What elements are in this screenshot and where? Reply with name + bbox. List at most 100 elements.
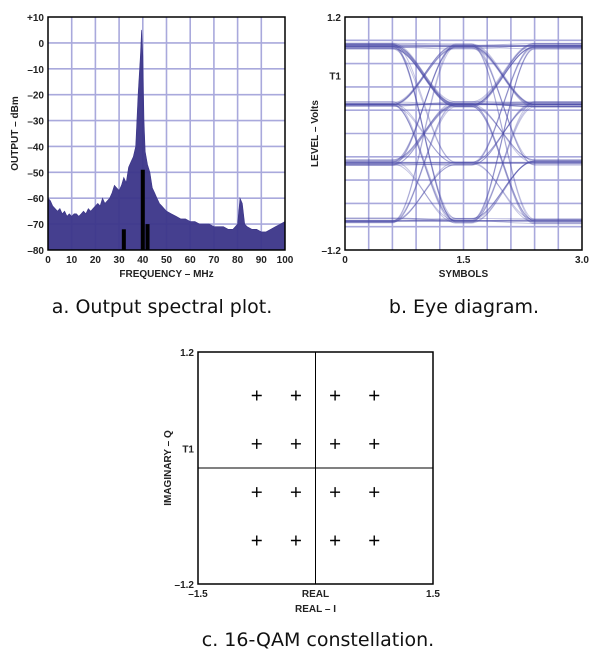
eye-trace bbox=[345, 46, 582, 223]
spectral-x-tick-label: 80 bbox=[232, 255, 244, 266]
spectral-x-tick-label: 30 bbox=[114, 255, 126, 266]
eye-trace bbox=[345, 162, 582, 166]
spectral-x-tick-label: 50 bbox=[161, 255, 173, 266]
constellation-point bbox=[330, 535, 341, 546]
eye-trace bbox=[345, 45, 582, 220]
eye-trace bbox=[345, 101, 582, 166]
eye-traces bbox=[345, 42, 582, 225]
constellation-point bbox=[290, 438, 301, 449]
spectrum-area bbox=[47, 29, 286, 251]
spectral-y-tick-label: –40 bbox=[27, 142, 44, 153]
spectral-y-axis-label: OUTPUT – dBm bbox=[10, 96, 21, 171]
spectral-y-tick-label: –60 bbox=[27, 194, 44, 205]
eye-trace bbox=[345, 48, 582, 221]
spur-bar bbox=[121, 229, 126, 250]
spectral-ticks: 0 10 20 30 40 50 60 70 80 90 100 +10 0 –10 –20 –30 –40 –5… bbox=[27, 13, 294, 266]
eye-y-tick-label: 1.2 bbox=[327, 13, 341, 24]
spectral-x-tick-label: 10 bbox=[66, 255, 78, 266]
spectral-y-tick-label: –10 bbox=[27, 65, 44, 76]
eye-trace bbox=[345, 44, 582, 223]
eye-trace bbox=[345, 45, 582, 161]
constellation-point bbox=[290, 535, 301, 546]
spectral-y-tick-label: –20 bbox=[27, 91, 44, 102]
eye-trace bbox=[345, 104, 582, 222]
eye-ticks: 0 1.5 3.0 1.2 T1 –1.2 bbox=[322, 13, 590, 266]
eye-x-tick-label: 0 bbox=[342, 255, 348, 266]
eye-trace bbox=[345, 102, 582, 220]
constellation-x-tick-label: REAL bbox=[302, 589, 329, 600]
constellation-point bbox=[369, 535, 380, 546]
eye-trace bbox=[345, 101, 582, 107]
eye-trace bbox=[345, 46, 582, 107]
eye-trace bbox=[345, 42, 582, 166]
constellation-point bbox=[330, 438, 341, 449]
eye-trace bbox=[345, 44, 582, 223]
eye-trace bbox=[345, 48, 582, 224]
spectral-plot-frame bbox=[47, 16, 286, 251]
constellation-y-axis-label: IMAGINARY – Q bbox=[163, 430, 174, 506]
eye-grid bbox=[345, 17, 582, 250]
eye-trace bbox=[345, 44, 582, 161]
eye-x-tick-label: 3.0 bbox=[575, 255, 589, 266]
constellation-point bbox=[290, 390, 301, 401]
spectral-x-tick-label: 20 bbox=[90, 255, 102, 266]
constellation-y-tick-label: 1.2 bbox=[180, 348, 194, 359]
eye-diagram-frame bbox=[344, 16, 583, 251]
spectral-x-tick-label: 0 bbox=[45, 255, 51, 266]
eye-trace bbox=[345, 103, 582, 224]
constellation-ticks: –1.5 REAL 1.5 1.2 T1 –1.2 bbox=[175, 348, 441, 600]
spectral-plot: 0 10 20 30 40 50 60 70 80 90 100 +10 0 –10 –20 –30 –40 –5… bbox=[10, 13, 294, 280]
constellation-point bbox=[369, 487, 380, 498]
eye-trace bbox=[345, 46, 582, 163]
spectral-x-axis-label: FREQUENCY – MHz bbox=[119, 269, 213, 280]
eye-trace bbox=[345, 102, 582, 221]
eye-trace bbox=[345, 101, 582, 222]
caption-spectral-plot: a. Output spectral plot. bbox=[52, 296, 273, 318]
spectral-x-tick-label: 60 bbox=[185, 255, 197, 266]
eye-trace bbox=[345, 47, 582, 106]
spectral-y-tick-label: 0 bbox=[38, 39, 44, 50]
eye-y-tick-label: T1 bbox=[329, 71, 341, 82]
eye-x-axis-label: SYMBOLS bbox=[439, 269, 489, 280]
constellation-point bbox=[369, 390, 380, 401]
eye-y-tick-label: –1.2 bbox=[322, 246, 342, 257]
constellation-point bbox=[290, 487, 301, 498]
eye-trace bbox=[345, 106, 582, 222]
eye-trace bbox=[345, 44, 582, 103]
spectral-x-tick-label: 100 bbox=[277, 255, 294, 266]
constellation-point bbox=[251, 535, 262, 546]
constellation-points bbox=[251, 390, 380, 546]
eye-trace bbox=[345, 104, 582, 220]
constellation-point bbox=[251, 487, 262, 498]
caption-constellation: c. 16-QAM constellation. bbox=[202, 629, 434, 651]
spectral-y-tick-label: –50 bbox=[27, 168, 44, 179]
constellation-axes bbox=[198, 352, 433, 584]
eye-y-axis-label: LEVEL – Volts bbox=[310, 100, 321, 167]
eye-trace bbox=[345, 42, 582, 107]
spur-bar bbox=[145, 224, 150, 250]
eye-trace bbox=[345, 105, 582, 223]
constellation-point bbox=[251, 390, 262, 401]
spectral-y-tick-label: –30 bbox=[27, 117, 44, 128]
eye-trace bbox=[345, 46, 582, 162]
constellation-x-tick-label: 1.5 bbox=[426, 589, 440, 600]
spectral-y-tick-label: –70 bbox=[27, 220, 44, 231]
eye-trace bbox=[345, 102, 582, 108]
eye-trace bbox=[345, 47, 582, 225]
constellation-x-tick-label: –1.5 bbox=[188, 589, 208, 600]
spur-bar bbox=[140, 169, 145, 250]
constellation-x-axis-label: REAL – I bbox=[295, 604, 336, 615]
eye-trace bbox=[345, 47, 582, 163]
constellation-point bbox=[330, 390, 341, 401]
qam-constellation: –1.5 REAL 1.5 1.2 T1 –1.2 REAL – I IMAGINARY … bbox=[163, 348, 440, 615]
eye-trace bbox=[345, 42, 582, 220]
eye-trace bbox=[345, 101, 582, 220]
eye-trace bbox=[345, 44, 582, 165]
eye-diagram: 0 1.5 3.0 1.2 T1 –1.2 SYMBOLS LEVEL – Volts bbox=[310, 13, 589, 280]
constellation-point bbox=[251, 438, 262, 449]
spectral-data bbox=[47, 29, 286, 251]
eye-trace bbox=[345, 43, 582, 106]
constellation-y-tick-label: –1.2 bbox=[175, 580, 195, 591]
eye-trace bbox=[345, 48, 582, 106]
